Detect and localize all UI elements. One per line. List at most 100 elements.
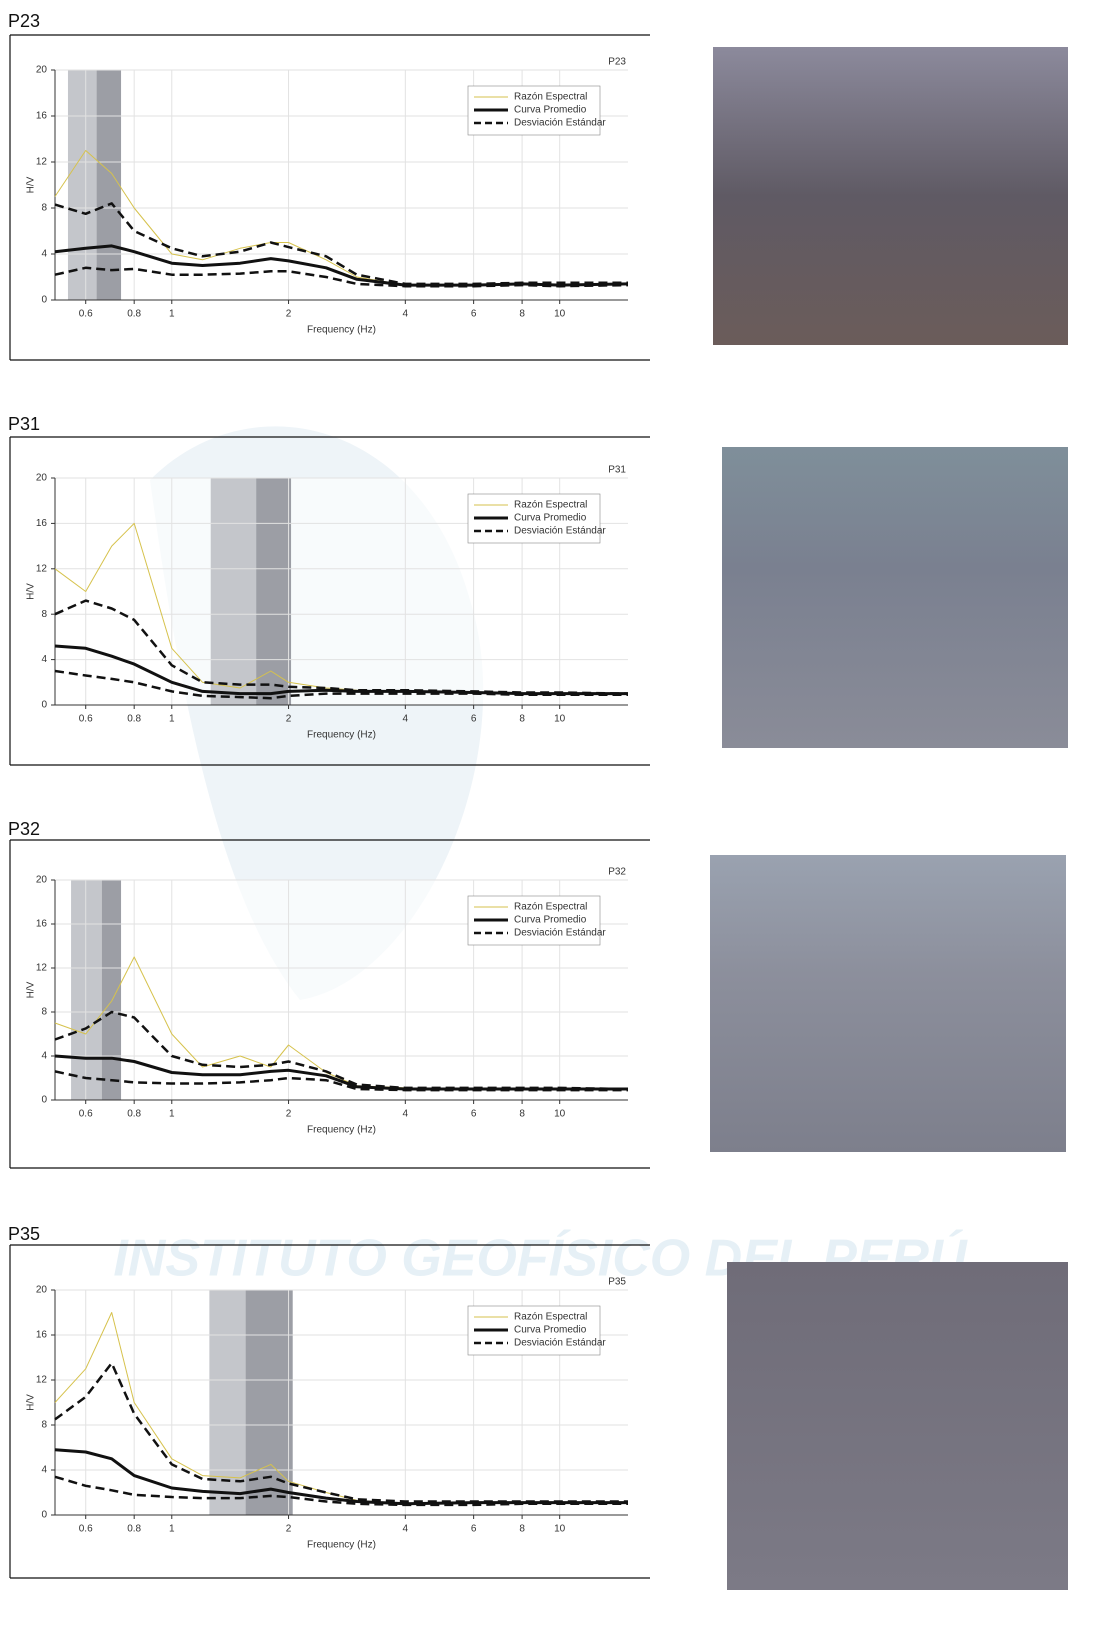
y-axis-label: H/V bbox=[26, 1394, 37, 1411]
peak-band bbox=[210, 478, 257, 705]
x-axis-label: Frequency (Hz) bbox=[307, 325, 376, 336]
hv-curve bbox=[54, 599, 629, 695]
x-tick-label: 0.8 bbox=[127, 309, 141, 320]
legend-label: Razón Espectral bbox=[514, 1312, 587, 1323]
photo bbox=[727, 1262, 1068, 1590]
hv-curve bbox=[54, 266, 629, 288]
y-tick-label: 12 bbox=[36, 563, 48, 574]
y-tick-label: 0 bbox=[41, 1095, 47, 1106]
x-axis-label: Frequency (Hz) bbox=[307, 1540, 376, 1551]
y-tick-label: 8 bbox=[41, 1007, 47, 1018]
x-tick-label: 0.6 bbox=[79, 1524, 93, 1535]
legend-label: Curva Promedio bbox=[514, 1325, 587, 1336]
x-tick-label: 4 bbox=[403, 309, 409, 320]
x-tick-label: 0.8 bbox=[127, 714, 141, 725]
x-tick-label: 8 bbox=[519, 309, 525, 320]
y-tick-label: 12 bbox=[36, 963, 48, 974]
x-tick-label: 1 bbox=[169, 309, 175, 320]
y-axis-label: H/V bbox=[26, 176, 37, 193]
section-label: P32 bbox=[8, 819, 40, 839]
y-tick-label: 16 bbox=[36, 111, 48, 122]
legend-label: Curva Promedio bbox=[514, 513, 587, 524]
y-axis-label: H/V bbox=[26, 981, 37, 998]
x-tick-label: 10 bbox=[554, 714, 566, 725]
x-tick-label: 0.6 bbox=[79, 309, 93, 320]
y-tick-label: 16 bbox=[36, 1330, 48, 1341]
legend-label: Desviación Estándar bbox=[514, 526, 606, 537]
x-tick-label: 10 bbox=[554, 1109, 566, 1120]
y-tick-label: 4 bbox=[41, 1465, 47, 1476]
legend-label: Razón Espectral bbox=[514, 902, 587, 913]
peak-band bbox=[96, 70, 122, 300]
hv-curve bbox=[54, 1475, 628, 1507]
section-label: P31 bbox=[8, 414, 40, 434]
hv-curve bbox=[54, 669, 628, 700]
station-code: P31 bbox=[608, 465, 626, 476]
y-tick-label: 8 bbox=[41, 609, 47, 620]
y-tick-label: 0 bbox=[41, 1510, 47, 1521]
legend-label: Razón Espectral bbox=[514, 92, 587, 103]
section-label: P35 bbox=[8, 1224, 40, 1244]
y-tick-label: 0 bbox=[41, 295, 47, 306]
x-tick-label: 2 bbox=[286, 1524, 292, 1535]
x-tick-label: 0.6 bbox=[79, 714, 93, 725]
hv-curve bbox=[54, 1070, 628, 1092]
station-code: P35 bbox=[608, 1277, 626, 1288]
legend-label: Curva Promedio bbox=[514, 105, 587, 116]
photo bbox=[722, 447, 1068, 748]
x-tick-label: 0.8 bbox=[127, 1524, 141, 1535]
x-tick-label: 10 bbox=[554, 309, 566, 320]
legend-label: Curva Promedio bbox=[514, 915, 587, 926]
y-tick-label: 12 bbox=[36, 1375, 48, 1386]
hv-curve bbox=[54, 1010, 629, 1091]
x-tick-label: 8 bbox=[519, 1109, 525, 1120]
x-axis-label: Frequency (Hz) bbox=[307, 1125, 376, 1136]
hv-curve bbox=[54, 1054, 628, 1091]
x-tick-label: 2 bbox=[286, 1109, 292, 1120]
x-tick-label: 6 bbox=[471, 309, 477, 320]
y-tick-label: 16 bbox=[36, 518, 48, 529]
x-tick-label: 2 bbox=[286, 309, 292, 320]
x-tick-label: 1 bbox=[169, 1109, 175, 1120]
photo bbox=[713, 47, 1068, 345]
y-axis-label: H/V bbox=[26, 583, 37, 600]
photo bbox=[710, 855, 1066, 1152]
peak-band bbox=[67, 70, 97, 300]
legend-label: Desviación Estándar bbox=[514, 1338, 606, 1349]
peak-band bbox=[256, 478, 292, 705]
hv-curve bbox=[54, 244, 629, 287]
x-tick-label: 6 bbox=[471, 714, 477, 725]
y-tick-label: 4 bbox=[41, 654, 47, 665]
x-tick-label: 2 bbox=[286, 714, 292, 725]
peak-band bbox=[71, 880, 102, 1100]
x-tick-label: 1 bbox=[169, 714, 175, 725]
y-tick-label: 4 bbox=[41, 1051, 47, 1062]
hv-curve bbox=[54, 202, 628, 286]
x-tick-label: 10 bbox=[554, 1524, 566, 1535]
y-tick-label: 12 bbox=[36, 157, 48, 168]
station-code: P23 bbox=[608, 57, 626, 68]
peak-band bbox=[101, 880, 122, 1100]
y-tick-label: 20 bbox=[36, 1285, 48, 1296]
legend-label: Desviación Estándar bbox=[514, 928, 606, 939]
section-label: P23 bbox=[8, 11, 40, 31]
x-tick-label: 0.8 bbox=[127, 1109, 141, 1120]
x-tick-label: 4 bbox=[403, 1109, 409, 1120]
legend-label: Razón Espectral bbox=[514, 500, 587, 511]
station-code: P32 bbox=[608, 867, 626, 878]
peak-band bbox=[245, 1290, 293, 1515]
y-tick-label: 8 bbox=[41, 1420, 47, 1431]
y-tick-label: 20 bbox=[36, 875, 48, 886]
y-tick-label: 4 bbox=[41, 249, 47, 260]
y-tick-label: 0 bbox=[41, 700, 47, 711]
x-axis-label: Frequency (Hz) bbox=[307, 730, 376, 741]
y-tick-label: 20 bbox=[36, 473, 48, 484]
x-tick-label: 8 bbox=[519, 714, 525, 725]
y-tick-label: 20 bbox=[36, 65, 48, 76]
hv-curve bbox=[54, 644, 628, 696]
y-tick-label: 16 bbox=[36, 919, 48, 930]
legend-label: Desviación Estándar bbox=[514, 118, 606, 129]
hv-curve bbox=[54, 1361, 628, 1503]
